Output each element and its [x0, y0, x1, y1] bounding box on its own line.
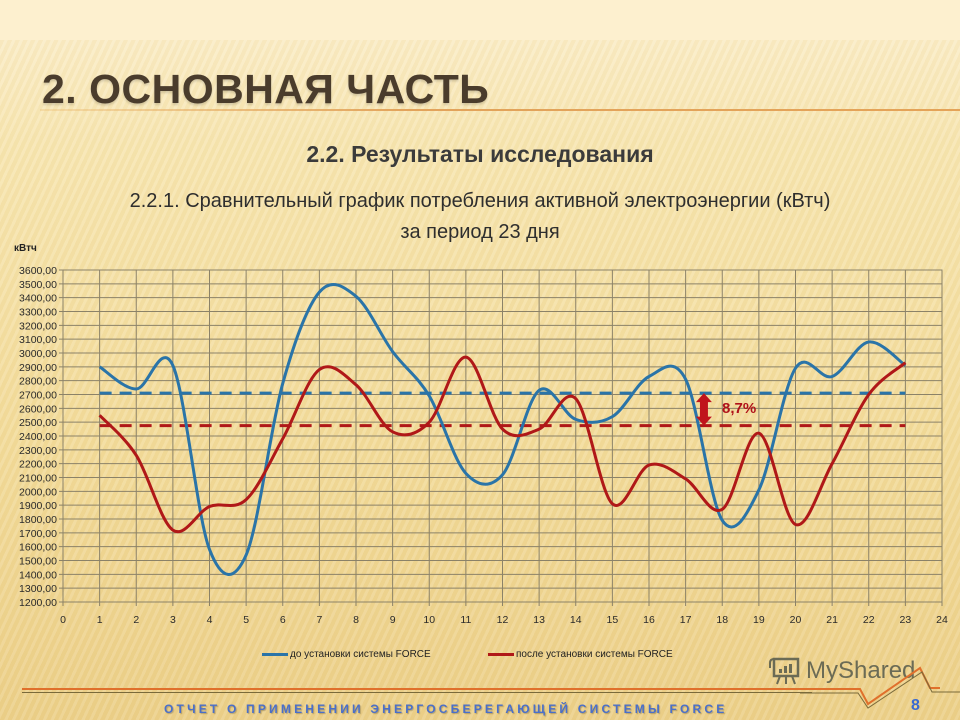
- x-tick-label: 5: [243, 614, 249, 626]
- difference-annotation: 8,7%: [722, 400, 757, 417]
- chart-heading: 2.2.1. Сравнительный график потребления …: [0, 186, 960, 248]
- chart-heading-line2: за период 23 дня: [400, 221, 560, 243]
- y-tick-label: 3400,00: [19, 293, 57, 305]
- x-tick-label: 8: [353, 614, 359, 626]
- x-tick-label: 16: [643, 614, 655, 626]
- x-tick-label: 13: [533, 614, 545, 626]
- footer-line-secondary: [22, 692, 812, 693]
- watermark: MyShared: [768, 656, 915, 686]
- footer-line: [22, 688, 812, 690]
- y-tick-label: 2300,00: [19, 445, 57, 457]
- x-tick-label: 23: [900, 614, 912, 626]
- section-subtitle: 2.2. Результаты исследования: [306, 141, 654, 167]
- x-tick-label: 3: [170, 614, 176, 626]
- y-tick-label: 1600,00: [19, 542, 57, 554]
- x-tick-label: 22: [863, 614, 875, 626]
- y-tick-label: 3300,00: [19, 307, 57, 319]
- y-tick-label: 1900,00: [19, 500, 57, 512]
- series-before-line: [98, 282, 907, 576]
- y-tick-label: 3000,00: [19, 348, 57, 360]
- presentation-icon: [769, 657, 800, 685]
- legend-label-before: до установки системы FORCE: [290, 649, 431, 660]
- y-tick-label: 3600,00: [19, 265, 57, 277]
- y-tick-label: 1200,00: [19, 597, 57, 609]
- legend-item-after: после установки системы FORCE: [488, 649, 673, 660]
- y-tick-label: 2700,00: [19, 390, 57, 402]
- x-tick-label: 14: [570, 614, 582, 626]
- y-tick-label: 2900,00: [19, 362, 57, 374]
- y-tick-label: 2400,00: [19, 431, 57, 443]
- y-axis-label: кВтч: [14, 243, 37, 254]
- x-tick-label: 11: [460, 614, 471, 626]
- x-tick-label: 21: [826, 614, 838, 626]
- y-tick-label: 2500,00: [19, 417, 57, 429]
- legend-item-before: до установки системы FORCE: [262, 649, 431, 660]
- y-tick-label: 2200,00: [19, 459, 57, 471]
- y-tick-label: 1800,00: [19, 514, 57, 526]
- y-tick-label: 2600,00: [19, 403, 57, 415]
- x-tick-label: 18: [716, 614, 728, 626]
- y-tick-label: 1500,00: [19, 556, 57, 568]
- x-tick-label: 2: [133, 614, 139, 626]
- x-tick-label: 1: [97, 614, 103, 626]
- footer-text: ОТЧЕТ О ПРИМЕНЕНИИ ЭНЕРГОСБЕРЕГАЮЩЕЙ СИС…: [164, 702, 728, 716]
- double-arrow-icon: [695, 393, 712, 426]
- x-tick-label: 12: [497, 614, 509, 626]
- y-tick-label: 3500,00: [19, 279, 57, 291]
- x-tick-label: 6: [280, 614, 286, 626]
- legend-label-after: после установки системы FORCE: [516, 649, 673, 660]
- y-tick-label: 1700,00: [19, 528, 57, 540]
- plot-area-border: [62, 269, 943, 603]
- watermark-text: MyShared: [806, 657, 916, 684]
- x-tick-label: 7: [316, 614, 322, 626]
- y-tick-label: 3100,00: [19, 334, 57, 346]
- y-tick-label: 1300,00: [19, 583, 57, 595]
- top-band: [0, 0, 960, 40]
- y-tick-label: 1400,00: [19, 569, 57, 581]
- x-tick-label: 19: [753, 614, 765, 626]
- footer-zigzag-decoration: [800, 666, 960, 709]
- x-tick-label: 0: [60, 614, 66, 626]
- page-number: 8: [911, 697, 920, 714]
- x-tick-label: 4: [207, 614, 213, 626]
- x-tick-label: 20: [790, 614, 802, 626]
- y-tick-label: 3200,00: [19, 320, 57, 332]
- y-tick-label: 2000,00: [19, 486, 57, 498]
- chart-heading-line1: 2.2.1. Сравнительный график потребления …: [129, 190, 831, 212]
- x-tick-label: 17: [680, 614, 692, 626]
- x-tick-label: 15: [607, 614, 619, 626]
- x-tick-label: 10: [423, 614, 435, 626]
- legend-swatch-before: [262, 653, 288, 656]
- y-tick-label: 2800,00: [19, 376, 57, 388]
- title-underline: [40, 109, 960, 111]
- x-tick-label: 24: [936, 614, 948, 626]
- series-after-line: [98, 355, 907, 534]
- x-tick-label: 9: [390, 614, 396, 626]
- legend-swatch-after: [488, 653, 514, 656]
- slide-title: 2. ОСНОВНАЯ ЧАСТЬ: [42, 66, 490, 112]
- y-tick-label: 2100,00: [19, 473, 57, 485]
